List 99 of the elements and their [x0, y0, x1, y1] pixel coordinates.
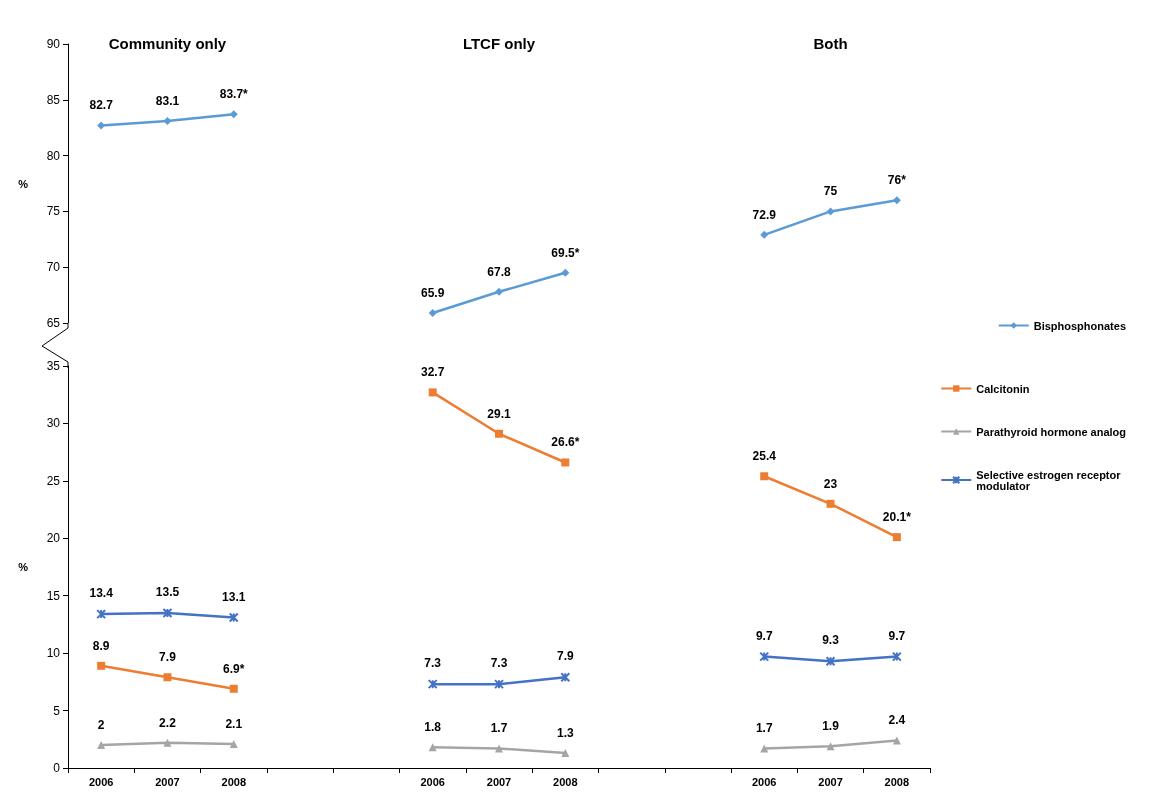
data-label: 75: [823, 184, 838, 199]
y-tick-label: 35: [46, 359, 61, 373]
data-label: 7.9: [556, 649, 574, 664]
x-tick-label: 2007: [818, 775, 843, 788]
y-tick-label: 90: [46, 37, 61, 51]
y-tick-label: 5: [53, 703, 61, 718]
data-label: 23: [823, 476, 838, 491]
point: [892, 196, 901, 205]
x-tick-label: 2006: [751, 775, 777, 788]
data-label: 13.5: [155, 584, 180, 599]
y-tick-label: 70: [46, 260, 61, 275]
point: [229, 110, 238, 119]
data-label: 2.4: [888, 713, 906, 728]
x-tick-label: 2006: [420, 775, 445, 788]
y-tick-label: 75: [46, 204, 61, 219]
point: [892, 533, 901, 542]
point: [229, 739, 238, 748]
data-label: 20.1*: [882, 510, 912, 525]
point: [826, 207, 835, 216]
point: [495, 744, 503, 753]
data-label: 32.7: [421, 365, 445, 380]
point: [494, 679, 504, 690]
legend-label: Calcitonin: [976, 382, 1030, 395]
data-label: 1.3: [556, 726, 574, 741]
point: [427, 679, 438, 690]
data-label: 8.9: [92, 638, 110, 653]
x-tick-label: 2007: [155, 775, 180, 788]
legend-label: Bisphosphonates: [1033, 319, 1127, 332]
data-label: 1.7: [490, 721, 508, 736]
data-label: 67.8: [487, 264, 511, 279]
point: [228, 612, 239, 623]
point: [163, 117, 172, 125]
data-label: 7.9: [159, 650, 177, 665]
point: [760, 472, 769, 481]
point: [428, 388, 437, 397]
point: [163, 738, 172, 747]
annotation: Both: [813, 35, 848, 52]
data-label: 9.7: [888, 628, 906, 643]
y-tick-label: 25: [46, 473, 61, 488]
x-tick-label: 2008: [221, 775, 247, 788]
data-label: 2.1: [225, 716, 243, 731]
point: [826, 499, 835, 508]
y-tick-label: 85: [46, 92, 61, 107]
point: [561, 749, 570, 758]
point: [162, 607, 173, 618]
y-tick-label: 65: [46, 316, 61, 330]
y-tick-label: 30: [46, 416, 61, 431]
x-tick-label: 2007: [486, 775, 512, 788]
annotation: Community only: [108, 35, 227, 52]
data-label: 7.3: [490, 656, 508, 671]
data-label: 13.1: [222, 589, 246, 604]
y-axis-title: %: [18, 561, 29, 573]
y-tick-label: 15: [46, 588, 61, 603]
data-label: 65.9: [421, 285, 445, 300]
data-label: 69.5*: [551, 245, 580, 260]
point: [97, 661, 106, 670]
legend-label: Selective estrogen receptor modulator: [976, 468, 1124, 492]
y-tick-label: 10: [46, 646, 61, 661]
data-label: 83.7*: [219, 87, 249, 102]
point: [428, 308, 437, 317]
point: [495, 429, 503, 438]
data-label: 82.7: [89, 98, 114, 113]
point: [760, 230, 769, 239]
data-label: 6.9*: [223, 661, 245, 676]
data-label: 83.1: [155, 94, 180, 108]
x-tick-label: 2006: [88, 775, 114, 788]
legend-label: Parathyroid hormone analog: [976, 425, 1126, 438]
y-tick-label: 80: [46, 148, 61, 163]
data-label: 1.7: [755, 721, 773, 736]
annotation: LTCF only: [462, 35, 536, 52]
data-label: 26.6*: [551, 435, 580, 450]
y-axis-title: %: [18, 177, 29, 190]
point: [826, 742, 835, 751]
point: [97, 121, 106, 130]
point: [163, 673, 172, 682]
x-tick-label: 2008: [553, 775, 578, 788]
data-label: 13.4: [89, 586, 114, 601]
y-tick-label: 0: [53, 761, 61, 775]
data-label: 1.9: [822, 719, 840, 734]
data-label: 9.7: [755, 628, 773, 643]
data-label: 1.8: [424, 720, 442, 735]
data-label: 76*: [887, 173, 907, 188]
point: [561, 268, 570, 277]
x-tick-label: 2008: [884, 775, 910, 788]
data-label: 2.2: [159, 715, 177, 730]
point: [759, 651, 770, 662]
point: [825, 656, 836, 667]
point: [97, 741, 106, 750]
data-label: 25.4: [752, 449, 777, 464]
data-label: 2: [97, 718, 105, 733]
point: [229, 684, 238, 693]
data-label: 9.3: [822, 633, 840, 648]
data-label: 7.3: [424, 656, 442, 671]
point: [561, 458, 570, 467]
data-label: 29.1: [487, 406, 511, 421]
y-tick-label: 20: [46, 531, 61, 546]
data-label: 72.9: [752, 207, 777, 222]
point: [495, 287, 503, 296]
point: [560, 672, 571, 683]
